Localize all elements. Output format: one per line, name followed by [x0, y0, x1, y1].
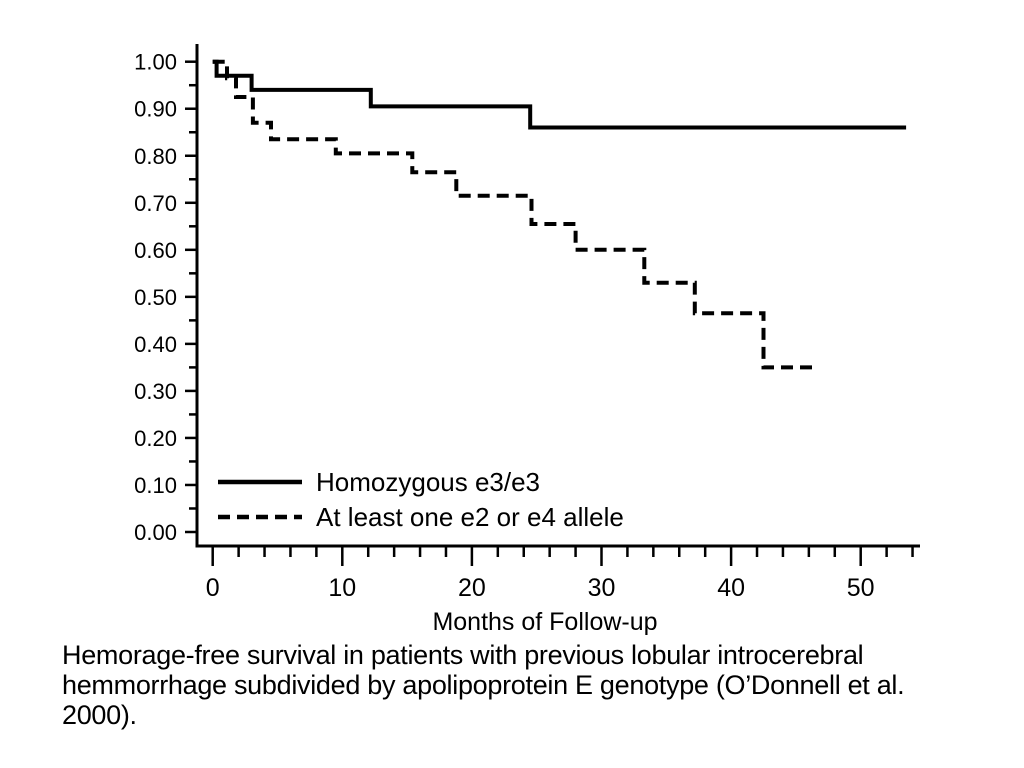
- x-axis-title: Months of Follow-up: [432, 608, 657, 636]
- x-tick-labels: 0 10 20 30 40 50: [206, 574, 875, 602]
- x-tick-label: 30: [588, 574, 616, 602]
- x-axis: 0 10 20 30 40 50 Months of Follow-up: [195, 544, 920, 636]
- y-tick-label: 0.80: [134, 144, 177, 169]
- x-tick-label: 10: [328, 574, 356, 602]
- survival-curve-solid: [212, 59, 907, 130]
- legend-solid-label: Homozygous e3/e3: [316, 467, 540, 497]
- x-tick-label: 0: [206, 574, 220, 602]
- legend: Homozygous e3/e3 At least one e2 or e4 a…: [218, 467, 624, 532]
- y-tick-label: 0.00: [134, 520, 177, 545]
- figure-caption: Hemorage-free survival in patients with …: [62, 640, 1012, 730]
- y-tick-label: 0.50: [134, 285, 177, 310]
- caption-line-3: 2000).: [62, 700, 137, 730]
- x-tick-label: 40: [717, 574, 745, 602]
- curves: [212, 59, 907, 370]
- y-axis: 0.00 0.10 0.20 0.30 0.40 0.50 0.60 0.70 0.80 0.90…: [134, 44, 199, 548]
- y-tick-label: 0.30: [134, 379, 177, 404]
- y-tick-label: 0.10: [134, 473, 177, 498]
- y-tick-label: 1.00: [134, 50, 177, 75]
- y-tick-label: 0.90: [134, 97, 177, 122]
- y-tick-label: 0.20: [134, 426, 177, 451]
- y-ticks: [185, 60, 197, 534]
- y-tick-label: 0.40: [134, 332, 177, 357]
- caption-line-2: hemmorrhage subdivided by apolipoprotein…: [62, 670, 905, 700]
- survival-curve-dashed: [212, 59, 813, 370]
- x-tick-label: 50: [847, 574, 875, 602]
- caption-line-1: Hemorage-free survival in patients with …: [62, 640, 864, 670]
- legend-dashed-label: At least one e2 or e4 allele: [316, 502, 624, 532]
- x-ticks: [211, 546, 914, 566]
- y-tick-label: 0.70: [134, 191, 177, 216]
- y-tick-label: 0.60: [134, 238, 177, 263]
- survival-chart: 0.00 0.10 0.20 0.30 0.40 0.50 0.60 0.70 0.80 0.90…: [134, 44, 920, 636]
- x-tick-label: 20: [458, 574, 486, 602]
- y-tick-labels: 0.00 0.10 0.20 0.30 0.40 0.50 0.60 0.70 0.80 0.90…: [134, 50, 177, 545]
